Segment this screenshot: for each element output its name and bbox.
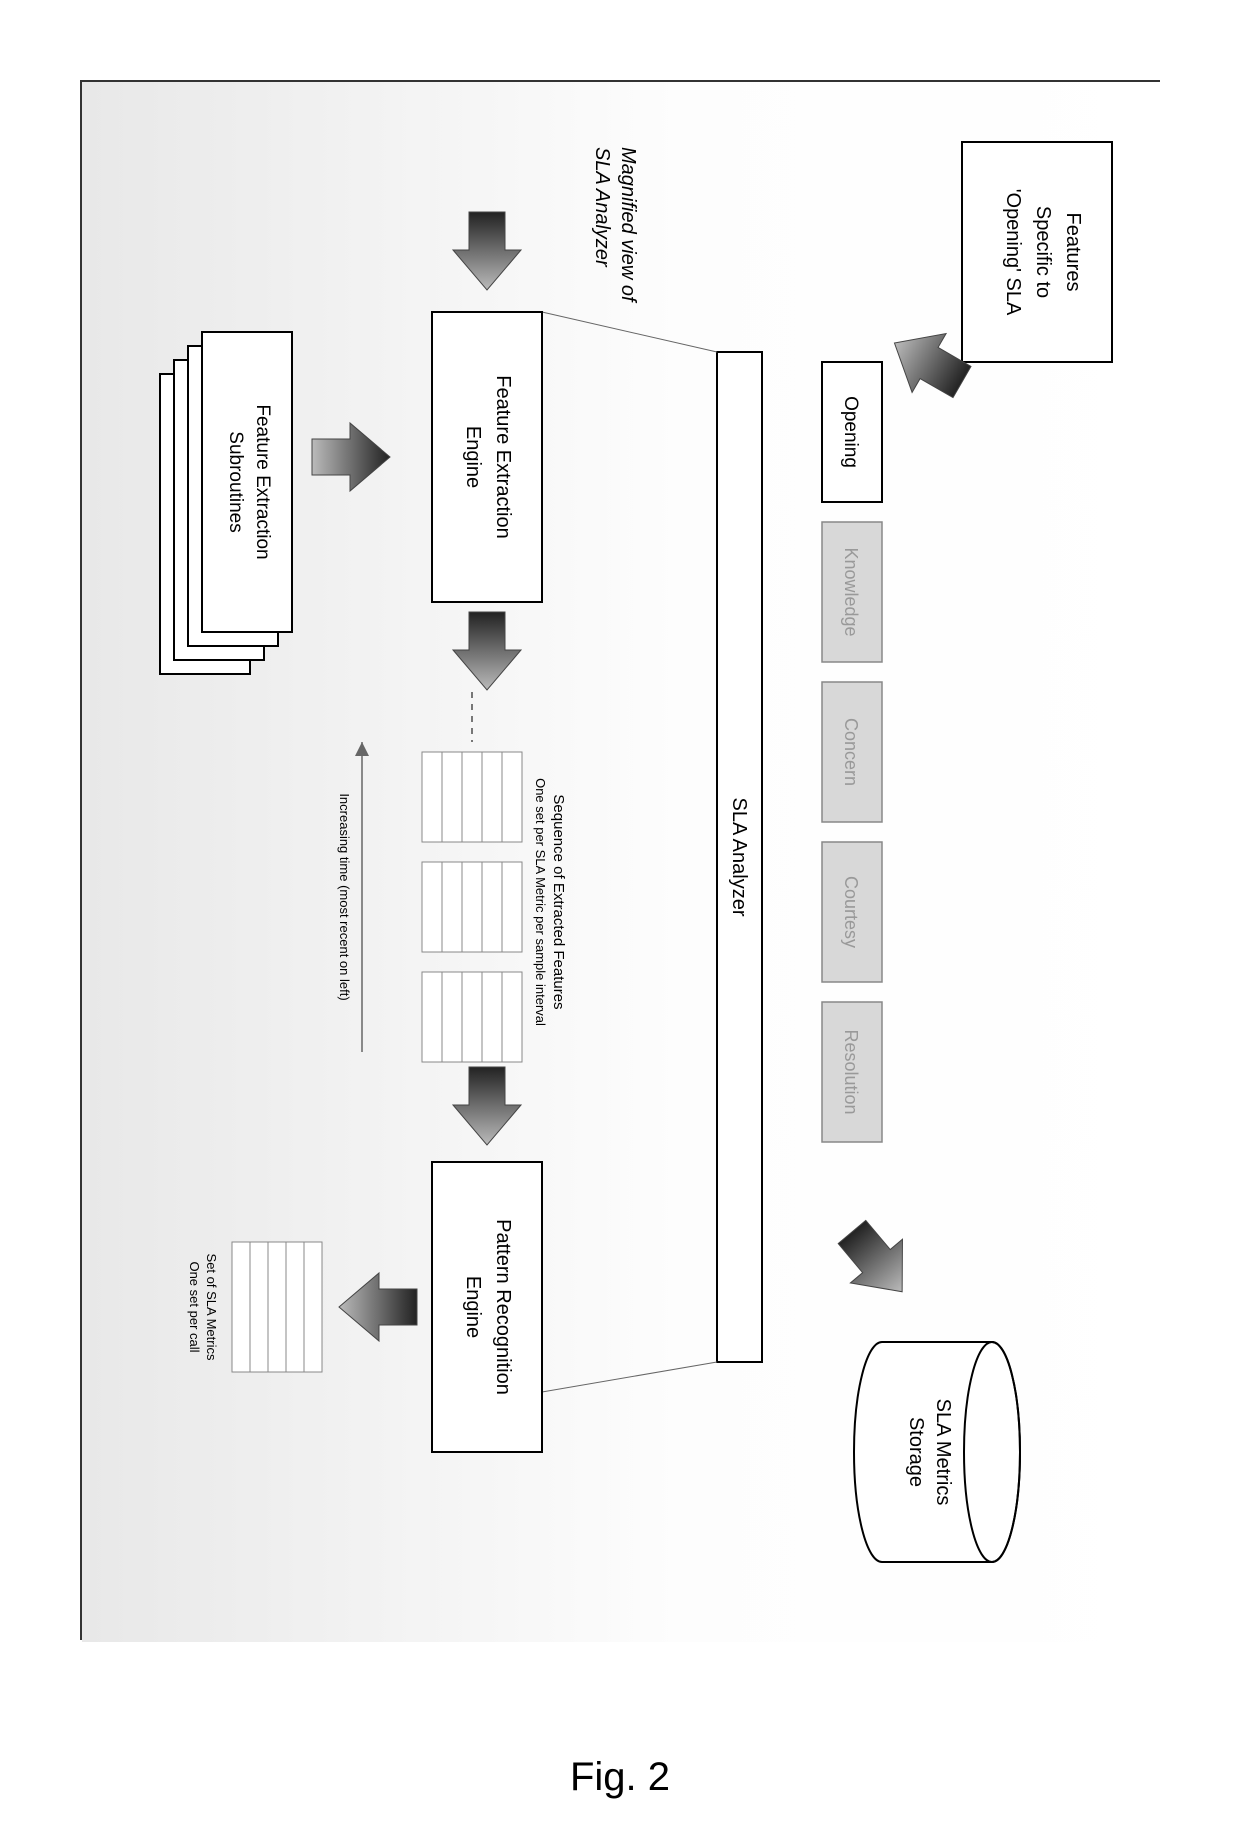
output-grid xyxy=(232,1242,322,1372)
sequence-label-line1: Sequence of Extracted Features xyxy=(550,794,567,1009)
diagram-svg: Features Specific to 'Opening' SLA Openi… xyxy=(82,82,1162,1642)
metric-box-concern: Concern xyxy=(822,682,882,822)
fee-line2: Engine xyxy=(462,426,484,488)
sla-analyzer-bar: SLA Analyzer xyxy=(717,352,762,1362)
features-box-line1: Features xyxy=(1062,213,1084,292)
metric-courtesy-label: Courtesy xyxy=(841,876,861,948)
storage-cylinder: SLA Metrics Storage xyxy=(854,1342,1020,1562)
pre-line2: Engine xyxy=(462,1276,484,1338)
metric-box-opening: Opening xyxy=(822,362,882,502)
sequence-label-line2: One set per SLA Metric per sample interv… xyxy=(533,778,548,1026)
features-box-line3: 'Opening' SLA xyxy=(1002,189,1024,316)
metric-box-resolution: Resolution xyxy=(822,1002,882,1142)
features-box-line2: Specific to xyxy=(1032,206,1054,298)
storage-line1: SLA Metrics xyxy=(932,1399,954,1506)
output-label-line1: Set of SLA Metrics xyxy=(204,1254,219,1361)
sla-analyzer-label: SLA Analyzer xyxy=(728,798,750,917)
diagram-frame: Features Specific to 'Opening' SLA Openi… xyxy=(80,80,1160,1640)
metric-box-courtesy: Courtesy xyxy=(822,842,882,982)
pre-line1: Pattern Recognition xyxy=(492,1219,514,1395)
output-label-line2: One set per call xyxy=(187,1261,202,1352)
feature-extraction-subroutines-stack: Feature Extraction Subroutines xyxy=(160,332,292,674)
feature-grid-1 xyxy=(422,752,522,842)
storage-line2: Storage xyxy=(905,1417,927,1487)
metric-resolution-label: Resolution xyxy=(841,1029,861,1114)
feature-grid-2 xyxy=(422,862,522,952)
figure-label: Fig. 2 xyxy=(570,1755,670,1800)
fes-line1: Feature Extraction xyxy=(252,404,273,559)
metric-concern-label: Concern xyxy=(841,718,861,786)
feature-grid-3 xyxy=(422,972,522,1062)
pattern-recognition-engine-box: Pattern Recognition Engine xyxy=(432,1162,542,1452)
fee-line1: Feature Extraction xyxy=(492,375,514,538)
fes-line2: Subroutines xyxy=(225,431,246,532)
magnified-caption-line1: Magnified view of xyxy=(617,147,639,304)
metric-knowledge-label: Knowledge xyxy=(841,547,861,636)
metric-opening-label: Opening xyxy=(840,396,861,468)
feature-extraction-engine-box: Feature Extraction Engine xyxy=(432,312,542,602)
time-arrow-label: Increasing time (most recent on left) xyxy=(337,793,352,1000)
metric-box-knowledge: Knowledge xyxy=(822,522,882,662)
features-box: Features Specific to 'Opening' SLA xyxy=(962,142,1112,362)
magnified-caption-line2: SLA Analyzer xyxy=(591,147,613,268)
